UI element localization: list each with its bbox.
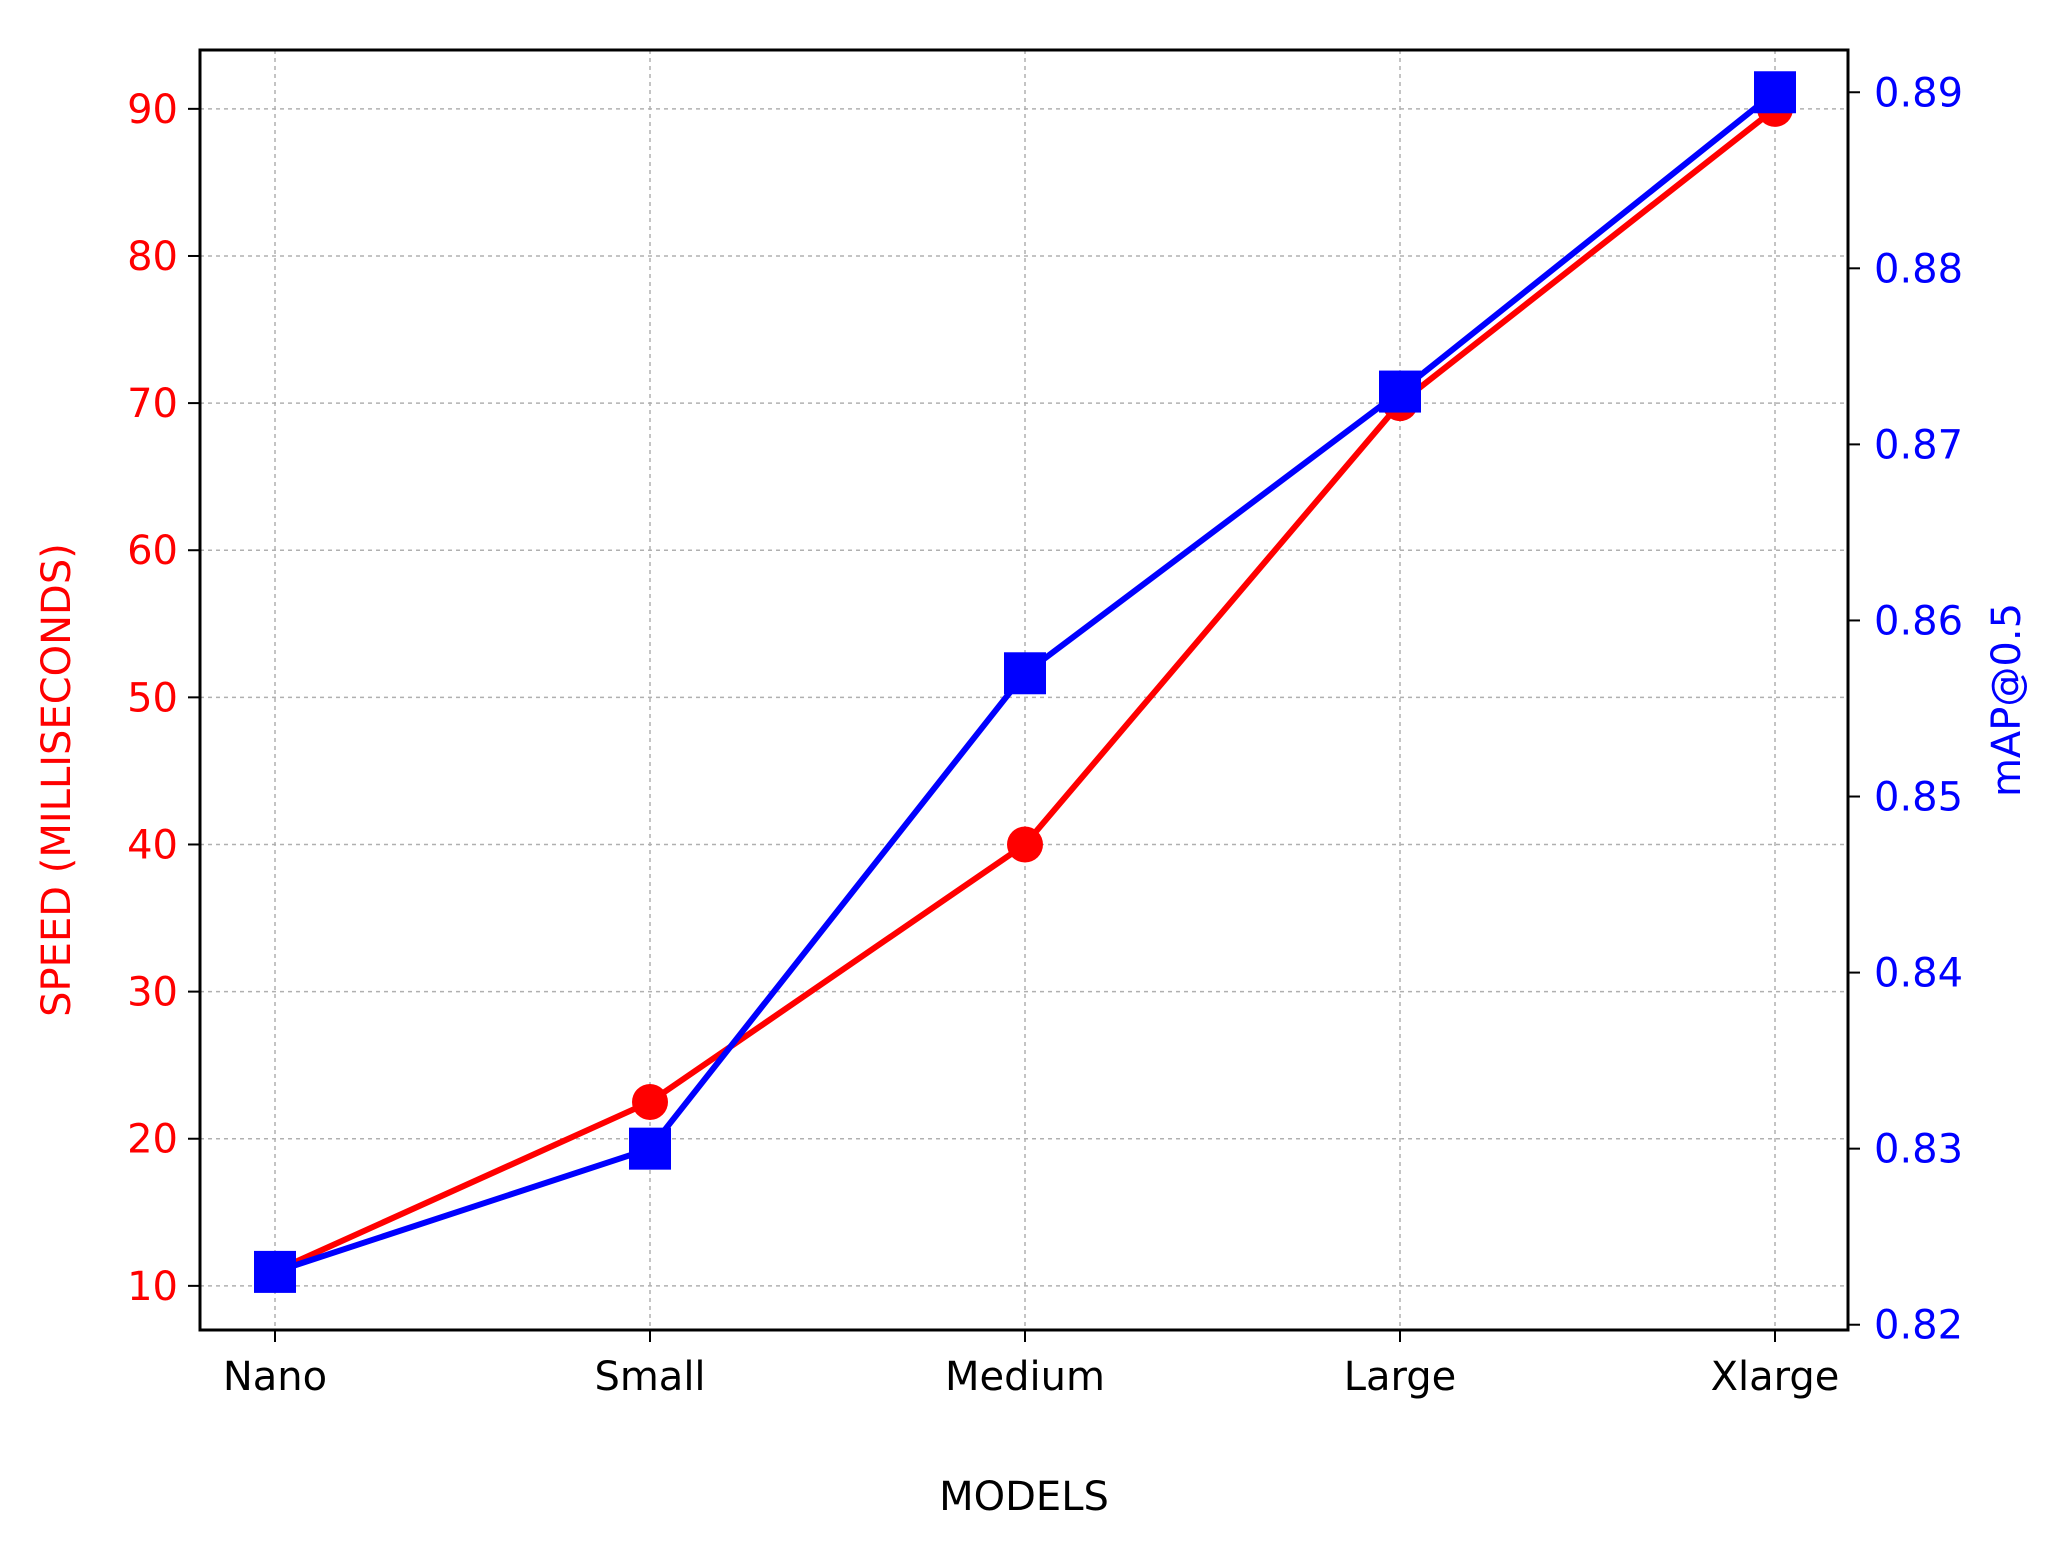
y-right-tick-label: 0.83 [1874, 1127, 1963, 1173]
y-right-tick-label: 0.85 [1874, 775, 1963, 821]
data-point-square [1004, 652, 1046, 695]
y-right-tick-label: 0.82 [1874, 1303, 1963, 1349]
y-left-tick-label: 40 [127, 822, 178, 868]
y-left-tick-label: 60 [127, 528, 178, 574]
y-left-tick-label: 80 [127, 234, 178, 280]
y-right-tick-label: 0.87 [1874, 422, 1963, 468]
y-right-tick-label: 0.89 [1874, 70, 1963, 116]
series-layer [254, 71, 1796, 1293]
x-tick-label: Medium [945, 1354, 1105, 1400]
y-left-tick-label: 20 [127, 1117, 178, 1163]
y-left-tick-label: 50 [127, 675, 178, 721]
data-point-square [629, 1127, 671, 1170]
data-point-square [254, 1250, 296, 1293]
data-point-circle [1007, 826, 1043, 863]
x-tick-label: Small [594, 1354, 705, 1400]
y-left-tick-label: 70 [127, 381, 178, 427]
x-tick-label: Nano [223, 1354, 327, 1400]
x-tick-label: Large [1344, 1354, 1457, 1400]
y-left-tick-label: 30 [127, 970, 178, 1016]
data-point-square [1754, 71, 1796, 114]
axis-ticks: Nano Small Medium Large Xlarge 10 20 30 40 50 60 70… [127, 70, 1963, 1400]
y-left-tick-label: 90 [127, 87, 178, 133]
x-tick-label: Xlarge [1711, 1354, 1840, 1400]
y-right-tick-label: 0.86 [1874, 598, 1963, 644]
x-axis-label: MODELS [939, 1474, 1109, 1520]
data-point-circle [632, 1083, 668, 1120]
y-right-tick-label: 0.84 [1874, 951, 1963, 997]
y-right-tick-label: 0.88 [1874, 246, 1963, 292]
y-axis-right-label: mAP@0.5 [1984, 603, 2030, 797]
y-left-tick-label: 10 [127, 1264, 178, 1310]
series-right-axis [254, 71, 1796, 1293]
data-point-square [1379, 370, 1421, 413]
y-axis-left-label: SPEED (MILLISECONDS) [34, 543, 80, 1017]
